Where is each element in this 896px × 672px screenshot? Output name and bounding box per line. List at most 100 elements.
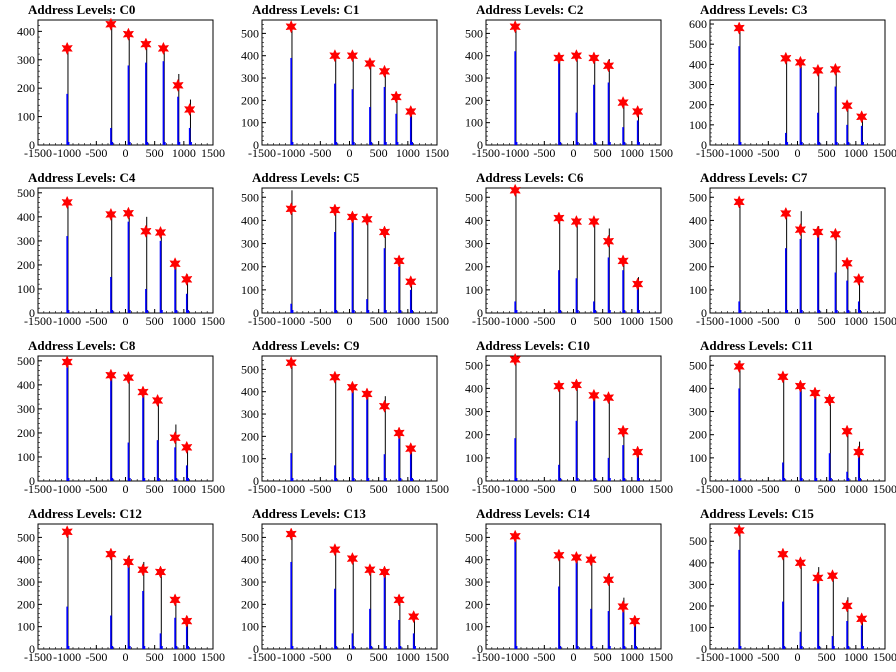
chart-title: Address Levels: C1 (252, 2, 360, 17)
x-tick-label: -1000 (53, 482, 81, 496)
star-marker-icon (570, 49, 583, 63)
x-tick-label: 500 (594, 146, 612, 160)
y-tick-label: 200 (689, 260, 707, 274)
star-marker-icon (105, 17, 117, 31)
x-tick-label: 500 (818, 314, 836, 328)
star-marker-icon (733, 359, 745, 374)
star-marker-icon (122, 555, 135, 569)
chart-svg: 0 100 200 300 400 -1500 -1000 -500 0 500 1000 1500 (17, 17, 225, 160)
y-tick-label: 200 (17, 597, 35, 611)
y-tick-label: 300 (241, 71, 259, 85)
y-tick-label: 100 (17, 110, 35, 124)
x-tick-label: -1500 (24, 482, 52, 496)
star-marker-icon (285, 20, 297, 34)
chart-title: Address Levels: C4 (28, 170, 136, 185)
y-tick-label: 400 (465, 381, 483, 395)
y-tick-label: 200 (689, 599, 707, 613)
chart-title: Address Levels: C13 (252, 506, 366, 521)
chart-title: Address Levels: C0 (28, 2, 136, 17)
chart-panel: Address Levels: C7 0 100 200 300 400 500 -1500-… (672, 168, 896, 336)
y-tick-label: 100 (689, 283, 707, 297)
x-tick-label: 1500 (201, 314, 225, 328)
x-tick-label: -1500 (248, 314, 276, 328)
y-tick-label: 100 (17, 450, 35, 464)
x-tick-label: 1000 (172, 314, 196, 328)
y-tick-label: 200 (465, 93, 483, 107)
y-tick-label: 100 (241, 620, 259, 634)
star-marker-icon (393, 254, 405, 268)
x-tick-label: -1000 (53, 650, 81, 664)
y-tick-label: 0 (253, 642, 259, 656)
chart-svg: 0 100 200 300 400 500 -1500 -1000 -500 0 500 1000 15… (241, 187, 449, 328)
x-tick-label: -500 (309, 650, 331, 664)
chart-title: Address Levels: C7 (700, 170, 808, 185)
star-marker-icon (631, 277, 644, 291)
chart-panel: Address Levels: C3 0 100 200 300 400 500 600 -15… (672, 0, 896, 168)
x-tick-label: -1000 (277, 482, 305, 496)
x-tick-label: -1500 (696, 482, 724, 496)
y-tick-label: 0 (29, 138, 35, 152)
star-marker-icon (777, 370, 789, 384)
x-tick-label: 500 (146, 314, 164, 328)
x-tick-label: -1000 (53, 146, 81, 160)
y-tick-label: 0 (701, 642, 707, 656)
chart-title: Address Levels: C2 (476, 2, 584, 17)
x-tick-label: 0 (795, 314, 801, 328)
y-tick-label: 400 (689, 57, 707, 71)
x-tick-label: 500 (146, 482, 164, 496)
x-tick-label: 0 (571, 482, 577, 496)
x-tick-label: 1000 (396, 314, 420, 328)
star-marker-icon (346, 49, 359, 63)
plot-frame (37, 19, 214, 146)
star-marker-icon (629, 614, 641, 628)
star-marker-icon (154, 565, 167, 579)
x-tick-label: 1000 (844, 146, 868, 160)
chart-panel: Address Levels: C15 0 100 200 300 400 500 -1500… (672, 504, 896, 672)
x-tick-label: -1500 (248, 146, 276, 160)
y-tick-label: 200 (241, 93, 259, 107)
x-tick-label: 1500 (201, 482, 225, 496)
plot-frame (709, 19, 886, 146)
x-tick-label: 0 (795, 650, 801, 664)
star-marker-icon (169, 257, 181, 271)
x-tick-label: 1000 (396, 146, 420, 160)
star-marker-icon (853, 445, 865, 459)
y-tick-label: 400 (241, 49, 259, 63)
x-tick-label: 0 (347, 650, 353, 664)
x-tick-label: 500 (370, 314, 388, 328)
star-marker-icon (378, 399, 391, 413)
x-tick-label: -1000 (277, 314, 305, 328)
chart-svg: 0 100 200 300 400 500 -1500 -1000 -500 0 500 1000 15… (465, 19, 673, 160)
chart-svg: 0 100 200 300 400 500 -1500 -1000 -500 0 500 1000 15… (689, 355, 896, 496)
star-marker-icon (122, 27, 135, 41)
star-marker-icon (509, 183, 521, 197)
chart-panel: Address Levels: C14 0 100 200 300 400 500 -1500… (448, 504, 673, 672)
x-tick-label: -1000 (501, 146, 529, 160)
x-tick-label: -1500 (472, 650, 500, 664)
star-marker-icon (841, 256, 853, 270)
star-marker-icon (812, 571, 824, 585)
star-marker-icon (393, 426, 405, 440)
x-tick-label: -500 (757, 482, 779, 496)
star-marker-icon (809, 386, 821, 400)
star-marker-icon (364, 56, 376, 71)
y-tick-label: 0 (477, 306, 483, 320)
x-tick-label: 500 (818, 146, 836, 160)
y-tick-label: 400 (17, 24, 35, 38)
star-marker-icon (509, 20, 521, 34)
x-tick-label: -500 (533, 146, 555, 160)
x-tick-label: 1000 (844, 314, 868, 328)
x-tick-label: -500 (533, 482, 555, 496)
y-tick-label: 400 (17, 210, 35, 224)
star-marker-icon (617, 254, 629, 268)
y-tick-label: 200 (689, 428, 707, 442)
x-tick-label: 1000 (172, 146, 196, 160)
y-tick-label: 400 (689, 556, 707, 570)
chart-svg: 0 100 200 300 400 500 -1500 -1000 -500 0 500 1000 15… (241, 355, 449, 496)
chart-panel: Address Levels: C11 0 100 200 300 400 500 -1500… (672, 336, 896, 504)
star-marker-icon (602, 391, 615, 405)
star-marker-icon (169, 593, 181, 607)
star-marker-icon (823, 393, 836, 407)
star-marker-icon (631, 104, 644, 119)
y-tick-label: 100 (689, 118, 707, 132)
